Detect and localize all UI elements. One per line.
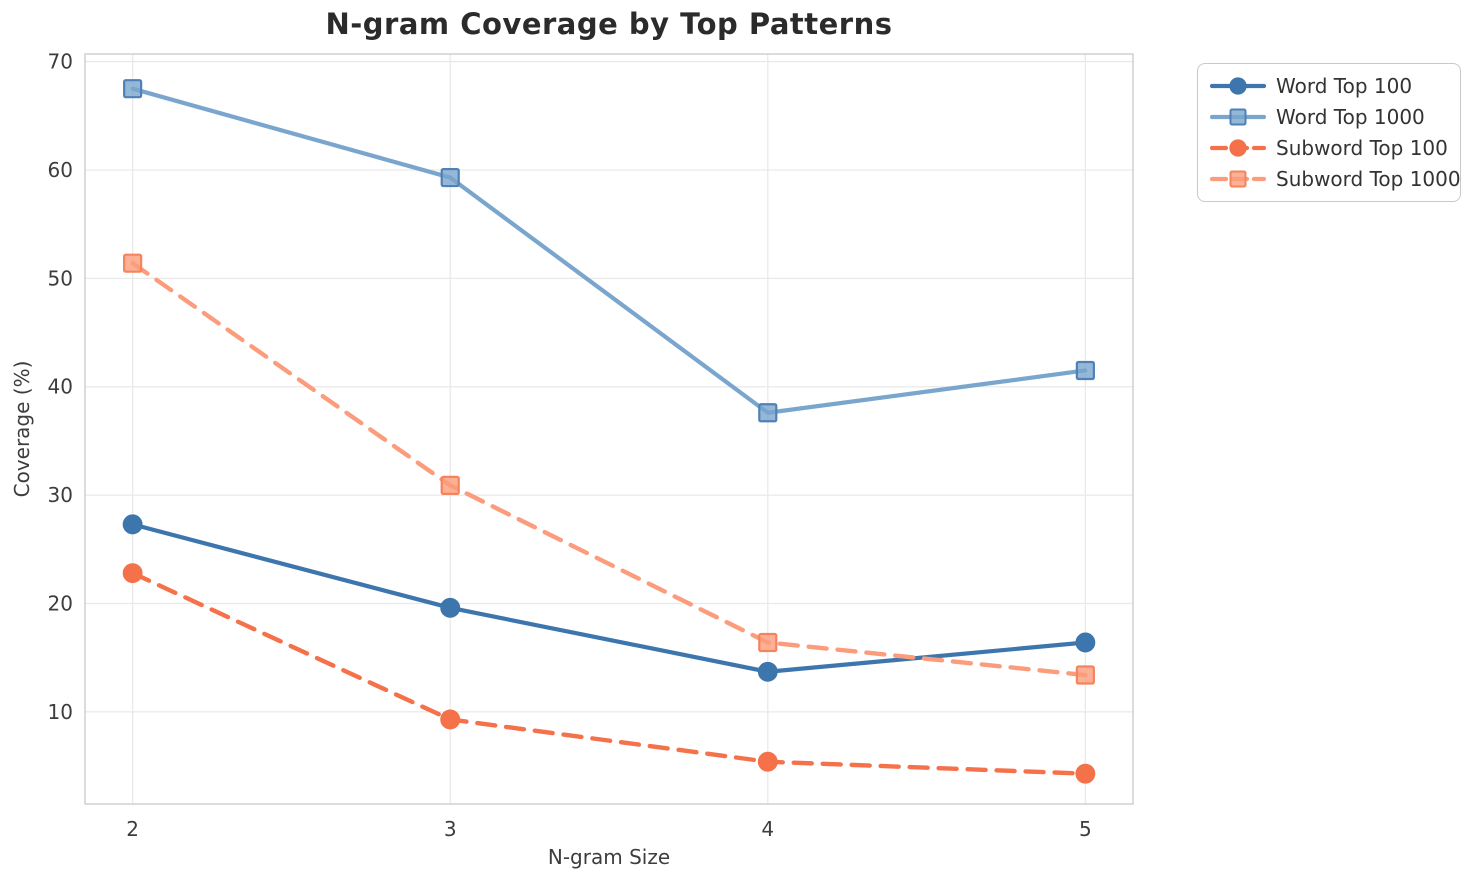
data-point-word-top-1000 bbox=[440, 167, 460, 188]
y-tick-label: 50 bbox=[48, 266, 73, 290]
legend-label: Word Top 100 bbox=[1276, 73, 1413, 98]
data-point-word-top-100 bbox=[757, 661, 778, 682]
data-point-subword-top-100 bbox=[440, 709, 461, 730]
legend-item-subword-top-1000: Subword Top 1000 bbox=[1210, 166, 1461, 192]
y-tick-label: 70 bbox=[48, 50, 73, 74]
series-line-word-top-100 bbox=[130, 522, 1088, 674]
data-point-subword-top-1000 bbox=[758, 632, 778, 653]
data-point-word-top-100 bbox=[122, 514, 143, 535]
data-point-subword-top-100 bbox=[122, 563, 143, 584]
legend-label: Word Top 1000 bbox=[1276, 104, 1425, 129]
legend-item-word-top-1000: Word Top 1000 bbox=[1210, 104, 1448, 130]
data-point-word-top-1000 bbox=[123, 79, 143, 99]
data-point-subword-top-1000 bbox=[1075, 665, 1095, 685]
data-point-word-top-100 bbox=[1075, 632, 1096, 653]
data-point-word-top-1000 bbox=[758, 403, 778, 423]
x-tick-label: 4 bbox=[761, 817, 774, 841]
legend: Word Top 100 Word Top 1000 Subword Top 100… bbox=[1197, 63, 1461, 202]
legend-sample-marker bbox=[1229, 139, 1247, 157]
y-axis-label: Coverage (%) bbox=[10, 360, 34, 498]
x-tick-label: 5 bbox=[1079, 817, 1092, 841]
y-tick-label: 20 bbox=[48, 591, 73, 615]
legend-sample-word-top-100 bbox=[1210, 77, 1266, 95]
data-point-word-top-1000 bbox=[1075, 360, 1095, 381]
legend-item-word-top-100: Word Top 100 bbox=[1210, 73, 1448, 99]
legend-sample-marker bbox=[1229, 170, 1247, 188]
series-line-subword-top-1000 bbox=[130, 260, 1088, 678]
legend-sample-marker bbox=[1229, 77, 1247, 95]
x-axis-label: N-gram Size bbox=[547, 845, 671, 869]
legend-sample-word-top-1000 bbox=[1210, 108, 1266, 126]
data-point-subword-top-100 bbox=[1075, 763, 1096, 784]
x-tick-label: 3 bbox=[444, 817, 457, 841]
axis-spine bbox=[84, 53, 1134, 805]
legend-item-subword-top-100: Subword Top 100 bbox=[1210, 135, 1448, 161]
y-tick-label: 40 bbox=[48, 375, 73, 399]
series-line-word-top-1000 bbox=[130, 86, 1088, 415]
y-tick-label: 60 bbox=[48, 158, 73, 182]
legend-label: Subword Top 1000 bbox=[1276, 166, 1461, 191]
x-tick-label: 2 bbox=[126, 817, 139, 841]
data-point-word-top-100 bbox=[440, 597, 461, 618]
data-point-subword-top-100 bbox=[757, 751, 778, 772]
y-tick-label: 10 bbox=[48, 700, 73, 724]
data-point-subword-top-1000 bbox=[123, 253, 143, 273]
series-line-subword-top-100 bbox=[130, 570, 1088, 776]
legend-sample-subword-top-100 bbox=[1210, 139, 1266, 157]
legend-sample-subword-top-1000 bbox=[1210, 170, 1266, 188]
legend-sample-marker bbox=[1229, 108, 1247, 126]
chart-title: N-gram Coverage by Top Patterns bbox=[325, 7, 893, 41]
data-point-subword-top-1000 bbox=[440, 475, 460, 495]
legend-label: Subword Top 100 bbox=[1276, 135, 1448, 160]
y-tick-label: 30 bbox=[48, 483, 73, 507]
